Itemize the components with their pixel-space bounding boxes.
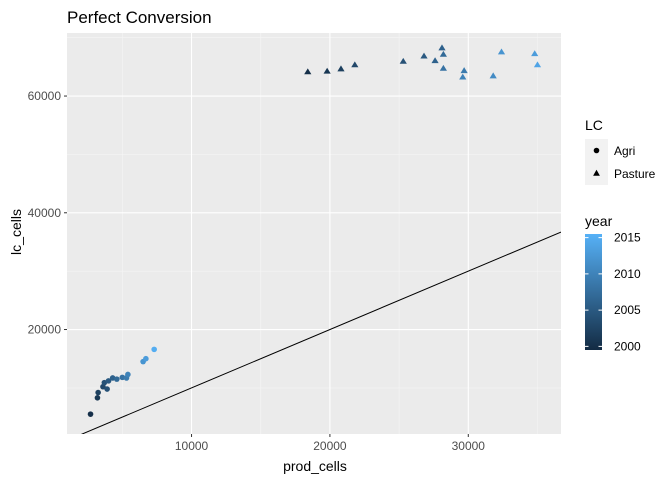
y-tick-label: 40000: [28, 206, 62, 220]
colorbar-tick-label: 2015: [614, 231, 641, 245]
x-tick-label: 30000: [452, 439, 486, 453]
series-agri: [87, 346, 157, 417]
data-point-pasture: [420, 52, 428, 59]
data-marks: [87, 44, 542, 417]
chart-title: Perfect Conversion: [67, 8, 212, 27]
data-point-agri: [125, 371, 131, 378]
colorbar-tick-label: 2000: [614, 339, 641, 353]
legend-color-title: year: [585, 213, 613, 229]
data-point-agri: [114, 376, 120, 382]
data-point-pasture: [337, 65, 345, 72]
y-axis: 20000 40000 60000: [28, 89, 67, 337]
grid-major: [67, 33, 561, 434]
colorbar-tick-label: 2010: [614, 267, 641, 281]
y-tick-label: 60000: [28, 89, 62, 103]
year-colorbar: [585, 234, 602, 350]
data-point-pasture: [304, 68, 312, 75]
x-tick-label: 10000: [175, 439, 209, 453]
data-point-agri: [143, 355, 149, 362]
legend-color: year 2000 2005 2010 2015: [585, 213, 641, 353]
data-point-pasture: [431, 57, 439, 64]
data-point-agri: [105, 378, 112, 384]
data-point-pasture: [497, 48, 506, 55]
data-point-pasture: [533, 61, 542, 68]
reference-line: [80, 231, 561, 434]
grid-minor: [67, 33, 561, 434]
legend-agri-circle-icon: [593, 147, 600, 154]
colorbar-tick-label: 2005: [614, 303, 641, 317]
x-axis: 10000 20000 30000: [175, 434, 485, 453]
series-pasture: [304, 44, 542, 80]
data-point-agri: [104, 386, 110, 392]
data-point-pasture: [438, 44, 446, 51]
colorbar-ticks: 2000 2005 2010 2015: [585, 231, 641, 353]
data-point-agri: [151, 346, 157, 353]
plot-panel: [67, 33, 561, 434]
legend-pasture-triangle-icon: [593, 169, 600, 176]
data-point-pasture: [459, 73, 467, 80]
data-point-agri: [119, 374, 126, 381]
data-point-pasture: [439, 64, 447, 71]
y-tick-label: 20000: [28, 323, 62, 337]
legend-label-agri: Agri: [614, 144, 635, 158]
legend-label-pasture: Pasture: [614, 167, 656, 181]
data-point-pasture: [323, 67, 331, 74]
reference-line-group: [80, 231, 561, 434]
legend-shape: LC Agri Pasture: [585, 117, 656, 185]
data-point-pasture: [399, 57, 407, 64]
data-point-pasture: [351, 61, 359, 68]
data-point-pasture: [489, 72, 497, 79]
x-tick-label: 20000: [313, 439, 347, 453]
x-axis-title: prod_cells: [283, 458, 347, 474]
y-axis-title: lc_cells: [8, 209, 24, 255]
legend-shape-title: LC: [585, 117, 603, 133]
data-point-pasture: [531, 50, 539, 57]
data-point-pasture: [460, 67, 468, 74]
data-point-agri: [87, 411, 94, 417]
data-point-agri: [95, 389, 101, 396]
data-point-pasture: [439, 50, 447, 57]
data-point-agri: [94, 395, 101, 401]
